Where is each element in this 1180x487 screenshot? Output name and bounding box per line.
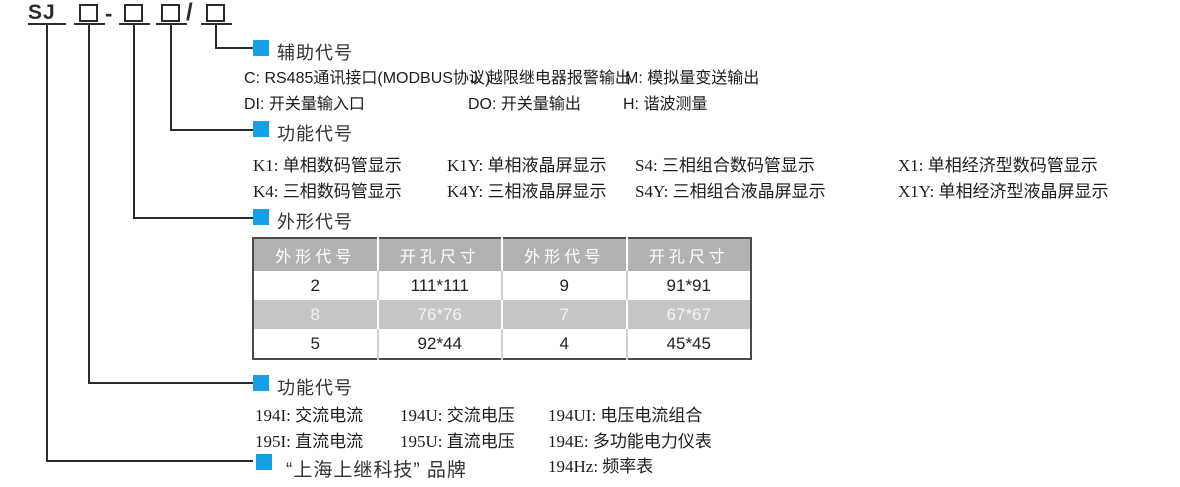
code-slash: / [186, 0, 193, 26]
func-item-k4y: K4Y: 三相液晶屏显示 [447, 182, 607, 201]
code-box-function-display [161, 4, 180, 22]
blue-square-icon [253, 209, 269, 225]
connector-function-measure-vertical [88, 24, 90, 384]
section-title-auxiliary: 辅助代号 [277, 43, 353, 63]
table-cell: 111*111 [376, 271, 502, 300]
func-item-s4y: S4Y: 三相组合液晶屏显示 [635, 182, 826, 201]
blue-square-icon [253, 40, 269, 56]
blue-square-icon [256, 454, 272, 470]
table-header-cell: 开孔尺寸 [376, 238, 502, 271]
blue-square-icon [253, 375, 269, 391]
model-prefix: SJ [28, 1, 56, 24]
connector-function-measure-horizontal [88, 382, 253, 384]
table-cell: 5 [253, 329, 378, 359]
connector-function-display-vertical [170, 24, 172, 131]
func-item-k4: K4: 三相数码管显示 [253, 182, 402, 201]
section-title-shape: 外形代号 [277, 212, 353, 232]
table-header-cell: 外形代号 [501, 238, 627, 271]
aux-item-j: J: 越限继电器报警输出 [470, 70, 631, 87]
brand-label: “上海上继科技” 品牌 [286, 460, 467, 481]
connector-shape-horizontal [133, 217, 253, 219]
table-cell: 8 [253, 300, 378, 329]
func-item-194hz: 194Hz: 频率表 [548, 457, 654, 476]
aux-item-di: DI: 开关量输入口 [244, 96, 365, 113]
aux-item-do: DO: 开关量输出 [468, 96, 581, 113]
connector-function-display-horizontal [170, 129, 253, 131]
table-header-cell: 外形代号 [253, 238, 378, 271]
aux-item-m: M: 模拟量变送输出 [625, 70, 760, 87]
table-cell: 2 [253, 271, 378, 300]
section-title-function-measure: 功能代号 [277, 378, 353, 398]
table-cell: 7 [501, 300, 627, 329]
connector-auxiliary-vertical [215, 24, 217, 49]
table-cell: 67*67 [625, 300, 751, 329]
table-cell: 45*45 [625, 329, 751, 359]
connector-brand-vertical [46, 24, 48, 462]
table-cell: 4 [501, 329, 627, 359]
func-item-k1: K1: 单相数码管显示 [253, 156, 402, 175]
table-cell: 9 [501, 271, 627, 300]
table-cell: 76*76 [376, 300, 502, 329]
table-header-row: 外形代号 开孔尺寸 外形代号 开孔尺寸 [253, 238, 751, 271]
table-cell: 92*44 [376, 329, 502, 359]
section-title-function-display: 功能代号 [277, 124, 353, 144]
shape-code-table: 外形代号 开孔尺寸 外形代号 开孔尺寸 2 111*111 9 91*91 8 … [252, 237, 752, 360]
aux-item-c: C: RS485通讯接口(MODBUS协议) [244, 70, 491, 87]
code-dash: - [105, 1, 113, 26]
code-box-function-measure [79, 4, 98, 22]
func-item-x1: X1: 单相经济型数码管显示 [898, 156, 1098, 175]
table-header-cell: 开孔尺寸 [625, 238, 751, 271]
func-item-195u: 195U: 直流电压 [400, 432, 515, 451]
func-item-195i: 195I: 直流电流 [255, 432, 364, 451]
aux-item-h: H: 谐波测量 [623, 96, 708, 113]
func-item-194u: 194U: 交流电压 [400, 406, 515, 425]
table-row: 5 92*44 4 45*45 [253, 329, 751, 359]
connector-auxiliary-horizontal [215, 47, 253, 49]
connector-brand-horizontal [46, 460, 253, 462]
blue-square-icon [253, 121, 269, 137]
func-item-194i: 194I: 交流电流 [255, 406, 364, 425]
func-item-194ui: 194UI: 电压电流组合 [548, 406, 703, 425]
func-item-194e: 194E: 多功能电力仪表 [548, 432, 712, 451]
table-cell: 91*91 [625, 271, 751, 300]
connector-shape-vertical [133, 24, 135, 219]
func-item-k1y: K1Y: 单相液晶屏显示 [447, 156, 607, 175]
func-item-x1y: X1Y: 单相经济型液晶屏显示 [898, 182, 1109, 201]
table-row: 8 76*76 7 67*67 [253, 300, 751, 329]
func-item-s4: S4: 三相组合数码管显示 [635, 156, 815, 175]
code-box-shape [124, 4, 143, 22]
table-row: 2 111*111 9 91*91 [253, 271, 751, 300]
code-box-auxiliary [206, 4, 225, 22]
